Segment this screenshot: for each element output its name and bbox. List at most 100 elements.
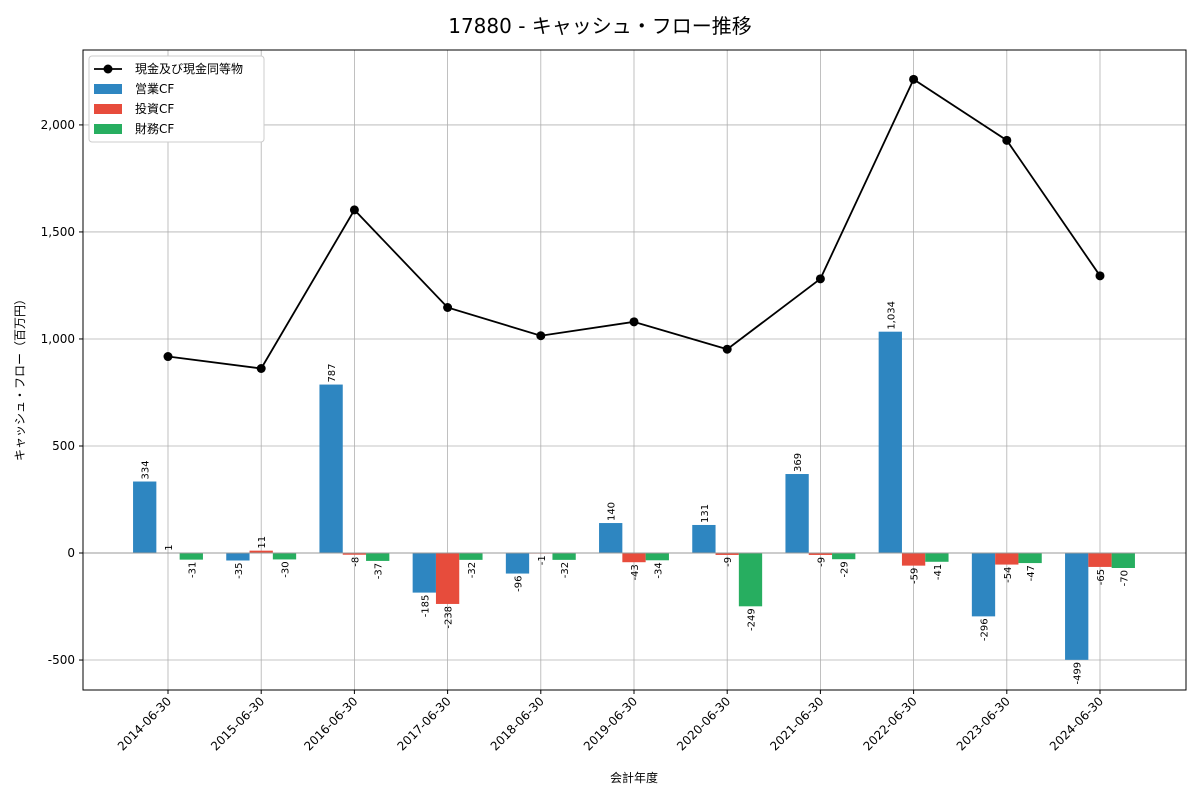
bar-value-label: -47 xyxy=(1026,565,1037,581)
bar xyxy=(505,553,530,574)
legend-label: 営業CF xyxy=(135,82,174,96)
bar xyxy=(272,553,297,560)
bar xyxy=(645,553,669,561)
bar-value-label: -8 xyxy=(350,557,361,567)
bar xyxy=(459,553,483,560)
bar-value-label: -32 xyxy=(560,562,571,578)
y-tick-label: 2,000 xyxy=(41,118,75,132)
bar xyxy=(808,553,833,555)
legend-box xyxy=(88,55,265,143)
bar-value-label: -35 xyxy=(234,563,245,579)
legend-label: 現金及び現金同等物 xyxy=(135,61,243,76)
bar-value-label: -1 xyxy=(537,555,548,565)
cash-point xyxy=(443,302,453,312)
bar xyxy=(785,474,809,554)
bar xyxy=(925,553,949,562)
legend-label: 財務CF xyxy=(135,121,174,136)
x-tick-label: 2020-06-30 xyxy=(674,694,733,753)
bar-value-label: 1 xyxy=(164,544,175,550)
x-tick-label: 2015-06-30 xyxy=(208,694,267,753)
bar xyxy=(1111,553,1135,568)
bar xyxy=(226,553,250,561)
bar-value-label: -9 xyxy=(816,557,827,567)
y-ticks: -500 0 500 1,000 1,500 2,000 xyxy=(41,118,83,667)
y-axis-label: キャッシュ・フロー（百万円） xyxy=(13,293,27,461)
bar xyxy=(715,553,739,555)
x-axis-label: 会計年度 xyxy=(610,770,658,785)
x-tick-label: 2017-06-30 xyxy=(395,694,454,753)
bar-value-label: -41 xyxy=(933,564,944,580)
y-tick-label: 1,500 xyxy=(41,225,75,239)
bar xyxy=(971,553,996,617)
legend-bar-swatch xyxy=(94,84,122,94)
cash-point xyxy=(722,344,732,354)
bar-value-label: 131 xyxy=(700,504,711,523)
bar xyxy=(249,550,273,554)
bar xyxy=(412,553,436,593)
bar xyxy=(878,331,902,554)
bar-value-label: -65 xyxy=(1096,569,1107,585)
cash-point xyxy=(909,74,919,84)
x-tick-label: 2019-06-30 xyxy=(581,694,640,753)
x-tick-label: 2018-06-30 xyxy=(488,694,547,753)
legend-label: 投資CF xyxy=(135,101,174,116)
bar-value-label: -30 xyxy=(281,561,292,577)
bar xyxy=(599,523,623,554)
x-tick-label: 2022-06-30 xyxy=(861,694,920,753)
bar-value-label: -32 xyxy=(467,562,478,578)
x-ticks: 2014-06-30 2015-06-30 2016-06-30 2017-06-30… xyxy=(115,690,1106,753)
bar xyxy=(622,553,646,563)
x-tick-label: 2016-06-30 xyxy=(301,694,360,753)
cash-point xyxy=(1002,135,1012,145)
legend-bar-swatch xyxy=(94,104,122,114)
bar-value-label: -296 xyxy=(980,618,991,641)
legend-bar-swatch xyxy=(94,124,122,134)
chart-title: 17880 - キャッシュ・フロー推移 xyxy=(448,14,752,38)
legend-marker xyxy=(103,64,113,74)
bar-value-label: -238 xyxy=(444,606,455,629)
bar-value-label: 11 xyxy=(257,536,268,549)
bar xyxy=(692,524,716,554)
bar xyxy=(1018,553,1042,564)
grid xyxy=(83,50,1186,690)
y-tick-label: 0 xyxy=(67,546,75,560)
bar-value-label: -70 xyxy=(1119,570,1130,586)
bar-value-label: -43 xyxy=(630,564,641,580)
bar xyxy=(319,384,343,554)
bar-value-label: -499 xyxy=(1073,662,1084,685)
bar xyxy=(832,553,856,560)
bar xyxy=(1065,553,1089,660)
bar xyxy=(133,481,157,554)
bar xyxy=(179,553,203,560)
cash-point xyxy=(163,352,173,362)
bar xyxy=(1088,553,1112,567)
bar-value-label: 140 xyxy=(607,502,618,521)
bar-value-label: -9 xyxy=(723,557,734,567)
plot-frame xyxy=(82,49,1187,691)
y-tick-label: 500 xyxy=(52,439,75,453)
cash-point xyxy=(629,317,639,327)
y-tick-label: 1,000 xyxy=(41,332,75,346)
bar-value-label: -185 xyxy=(420,595,431,618)
bar-value-label: -54 xyxy=(1003,567,1014,583)
x-tick-label: 2024-06-30 xyxy=(1047,694,1106,753)
bars xyxy=(133,331,1135,660)
bar-value-label: 787 xyxy=(327,363,338,382)
bar xyxy=(738,553,763,607)
bar-value-label: -31 xyxy=(187,562,198,578)
cash-line-layer xyxy=(163,74,1105,374)
bar-value-label: 334 xyxy=(141,460,152,479)
bar-value-label: -29 xyxy=(840,561,851,577)
x-tick-label: 2023-06-30 xyxy=(954,694,1013,753)
bar-value-label: -37 xyxy=(374,563,385,579)
bar xyxy=(366,553,390,561)
cash-point xyxy=(349,205,359,215)
bar-value-label: -96 xyxy=(514,576,525,592)
bar-value-label: -59 xyxy=(910,568,921,584)
x-tick-label: 2014-06-30 xyxy=(115,694,174,753)
cash-point xyxy=(1095,271,1105,281)
bar-value-label: 369 xyxy=(793,453,804,472)
